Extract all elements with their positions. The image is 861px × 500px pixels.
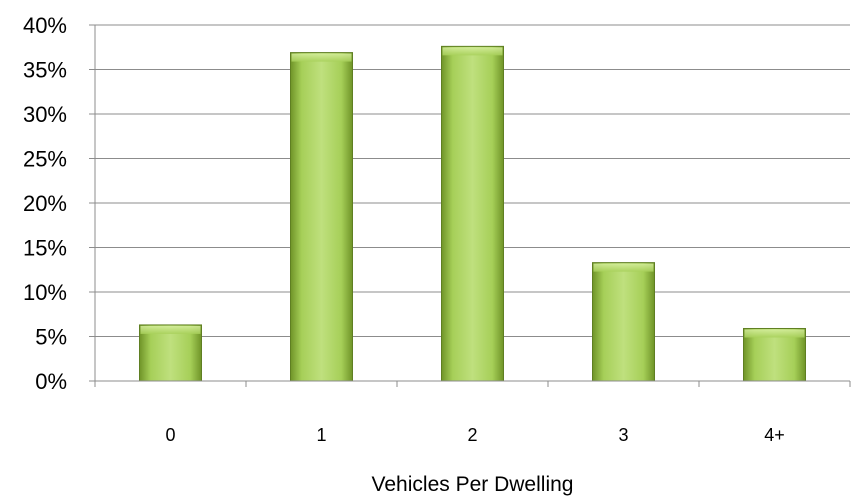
bars [139, 45, 806, 382]
y-tick-label: 35% [23, 58, 67, 83]
x-category-label: 0 [165, 425, 175, 445]
x-category-label: 1 [316, 425, 326, 445]
y-tick-label: 40% [23, 13, 67, 38]
y-tick-label: 0% [35, 369, 67, 394]
y-tick-label: 15% [23, 236, 67, 261]
bar-highlight [291, 53, 352, 62]
bar-highlight [593, 263, 654, 272]
bar [743, 327, 806, 382]
x-category-label: 4+ [764, 425, 785, 445]
bar [592, 262, 655, 382]
x-category-label: 2 [467, 425, 477, 445]
bar [441, 45, 504, 382]
y-tick-label: 10% [23, 280, 67, 305]
bar-body [592, 262, 655, 382]
bar-highlight [744, 329, 805, 338]
bar [139, 324, 202, 382]
bar-body [290, 52, 353, 382]
x-axis-title: Vehicles Per Dwelling [372, 473, 574, 496]
bar-highlight [140, 325, 201, 334]
y-tick-label: 5% [35, 325, 67, 350]
x-category-label: 3 [618, 425, 628, 445]
bar-body [441, 45, 504, 382]
y-tick-label: 20% [23, 191, 67, 216]
y-tick-label: 25% [23, 147, 67, 172]
y-tick-label: 30% [23, 102, 67, 127]
bar [290, 52, 353, 382]
bar-highlight [442, 47, 503, 56]
y-axis-tick-labels: 0% 5% 10% 15% 20% 25% 30% 35% 40% [23, 13, 67, 394]
bar-body [139, 324, 202, 382]
x-axis-category-labels: 0 1 2 3 4+ [165, 425, 784, 445]
axes [94, 25, 851, 387]
